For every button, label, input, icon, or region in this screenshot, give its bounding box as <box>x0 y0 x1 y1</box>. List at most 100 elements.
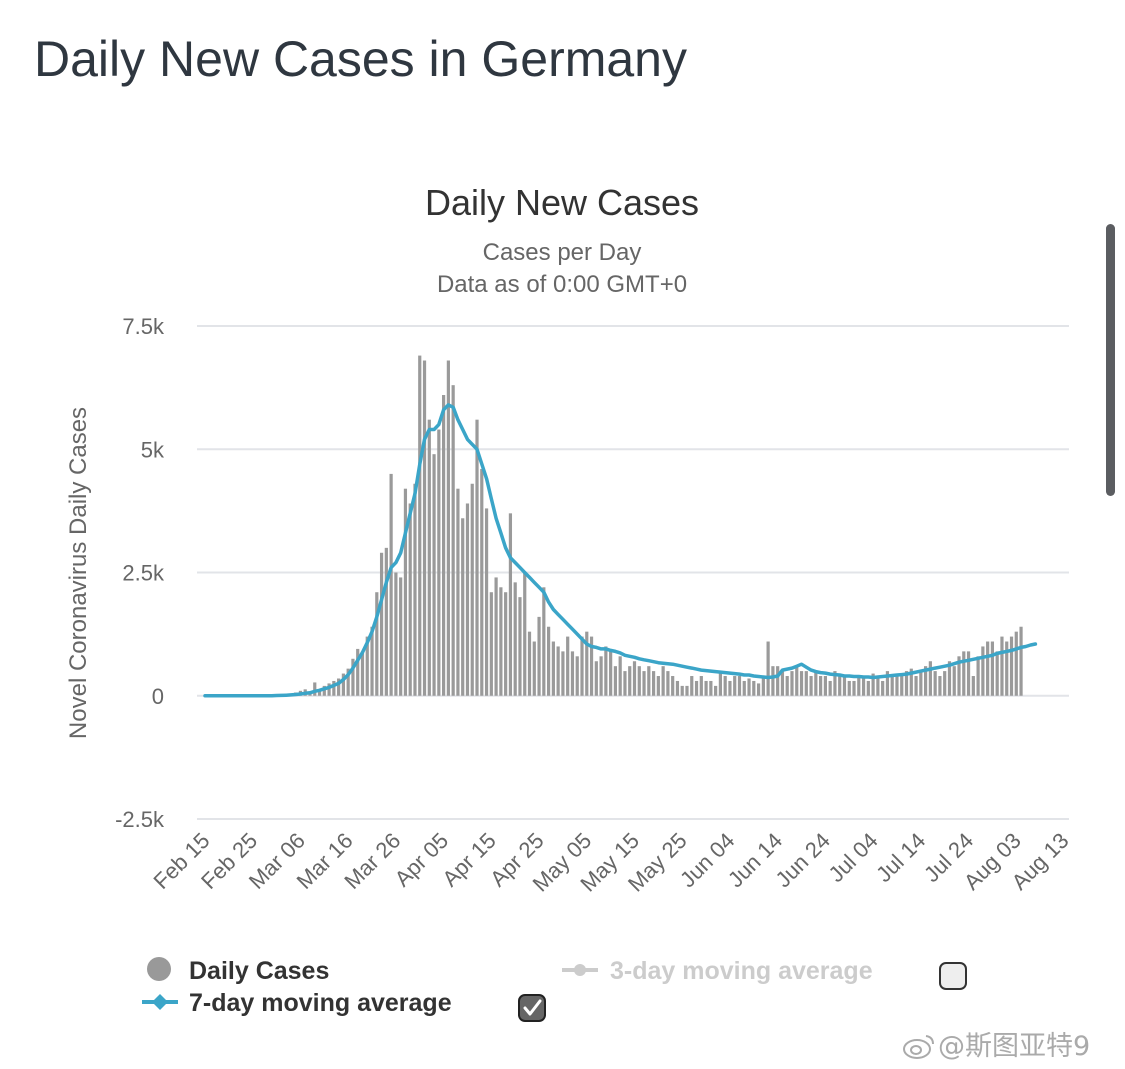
legend-item-ma3[interactable]: 3-day moving average <box>562 957 873 985</box>
x-tick-label: Jul 14 <box>871 828 930 887</box>
daily-cases-bar <box>924 666 928 696</box>
legend-item-ma7[interactable]: 7-day moving average <box>142 989 452 1017</box>
daily-cases-bar <box>761 678 765 696</box>
daily-cases-bar <box>785 676 789 696</box>
daily-cases-bar <box>313 682 317 696</box>
daily-cases-bar <box>852 680 856 696</box>
daily-cases-bar <box>442 395 446 696</box>
daily-cases-bar <box>589 636 594 696</box>
daily-cases-bar <box>337 678 341 696</box>
daily-cases-bar <box>518 597 522 696</box>
daily-cases-bar <box>623 671 627 696</box>
daily-cases-bar <box>647 666 651 696</box>
daily-cases-bar <box>752 680 756 696</box>
daily-cases-bar <box>990 641 995 696</box>
daily-cases-bar <box>532 641 536 696</box>
daily-cases-bar <box>504 592 508 696</box>
daily-cases-bar <box>885 671 890 696</box>
daily-cases-bar <box>957 656 961 696</box>
daily-cases-bar <box>909 668 913 696</box>
daily-cases-bar <box>651 671 656 696</box>
daily-cases-bar <box>666 671 670 696</box>
daily-cases-bar <box>857 676 861 696</box>
daily-cases-bar <box>709 680 713 696</box>
daily-cases-bar <box>928 661 932 696</box>
daily-cases-bar <box>866 680 870 696</box>
daily-cases-bar <box>456 488 460 696</box>
y-tick-label: 5k <box>141 437 165 462</box>
grid-layer <box>197 325 1069 820</box>
daily-cases-bar <box>317 690 322 696</box>
daily-cases-bar <box>394 572 398 696</box>
ma3-checkbox[interactable] <box>939 962 967 990</box>
daily-cases-bar <box>771 666 775 696</box>
daily-cases-bar <box>981 646 985 696</box>
daily-cases-bar <box>637 666 641 696</box>
daily-cases-bar <box>475 419 479 696</box>
daily-cases-bar <box>427 419 431 696</box>
daily-cases-bar <box>976 656 980 696</box>
daily-cases-bar <box>523 572 527 696</box>
daily-cases-bar <box>365 636 369 696</box>
daily-cases-bar <box>742 680 746 696</box>
daily-cases-bar <box>718 671 722 696</box>
daily-cases-bar <box>446 360 450 696</box>
ma7-checkbox[interactable] <box>518 994 546 1022</box>
daily-cases-bar <box>542 587 546 696</box>
daily-cases-bar <box>403 488 408 696</box>
daily-cases-marker-icon <box>147 957 171 981</box>
y-axis-title: Novel Coronavirus Daily Cases <box>65 407 92 739</box>
y-tick-label: 7.5k <box>122 314 165 339</box>
daily-cases-bar <box>823 676 827 696</box>
daily-cases-bar <box>618 656 622 696</box>
x-tick-label: Jul 04 <box>823 828 882 887</box>
daily-cases-bar <box>508 513 513 696</box>
checkmark-icon <box>523 999 542 1016</box>
daily-cases-bar <box>580 636 584 696</box>
daily-cases-bar <box>561 651 565 696</box>
daily-cases-bar <box>938 676 942 696</box>
legend-ma3-label: 3-day moving average <box>610 957 873 985</box>
daily-cases-bar <box>947 661 952 696</box>
daily-cases-bar <box>776 666 780 696</box>
daily-cases-bar <box>814 671 818 696</box>
daily-cases-bar <box>628 666 632 696</box>
daily-cases-bar <box>360 651 365 696</box>
daily-cases-bar <box>962 651 966 696</box>
daily-cases-bar <box>384 547 388 696</box>
daily-cases-bar <box>413 483 417 696</box>
daily-cases-bar <box>513 582 517 696</box>
daily-cases-bar <box>1009 636 1014 696</box>
daily-cases-bar <box>480 468 484 696</box>
daily-cases-bar <box>871 673 875 696</box>
daily-cases-bar <box>900 673 904 696</box>
daily-cases-bar <box>943 671 947 696</box>
daily-cases-bar <box>795 666 799 696</box>
page-title: Daily New Cases in Germany <box>34 31 687 87</box>
daily-cases-bar <box>780 671 785 696</box>
daily-cases-bar <box>422 360 427 696</box>
daily-cases-bar <box>399 577 403 696</box>
daily-cases-bar <box>656 676 660 696</box>
legend-item-daily-cases[interactable]: Daily Cases <box>147 957 329 985</box>
daily-cases-bar <box>461 518 465 696</box>
daily-cases-bar <box>451 385 455 696</box>
ma7-diamond-icon <box>152 994 168 1010</box>
daily-cases-bar <box>952 666 956 696</box>
daily-cases-bar <box>613 666 618 696</box>
daily-cases-bar <box>570 651 575 696</box>
scrollbar[interactable] <box>1106 224 1115 496</box>
daily-cases-bar <box>671 676 675 696</box>
daily-cases-bar <box>418 355 422 696</box>
daily-cases-bar <box>690 676 694 696</box>
y-tick-layer: -2.5k 0 2.5k 5k 7.5k <box>115 314 165 832</box>
daily-cases-bar <box>919 671 923 696</box>
daily-cases-bar <box>971 676 975 696</box>
daily-cases-bar <box>704 680 708 696</box>
daily-cases-bar <box>756 683 761 696</box>
daily-cases-bar <box>675 680 680 696</box>
daily-cases-bar <box>747 678 751 696</box>
daily-cases-bar <box>904 671 909 696</box>
